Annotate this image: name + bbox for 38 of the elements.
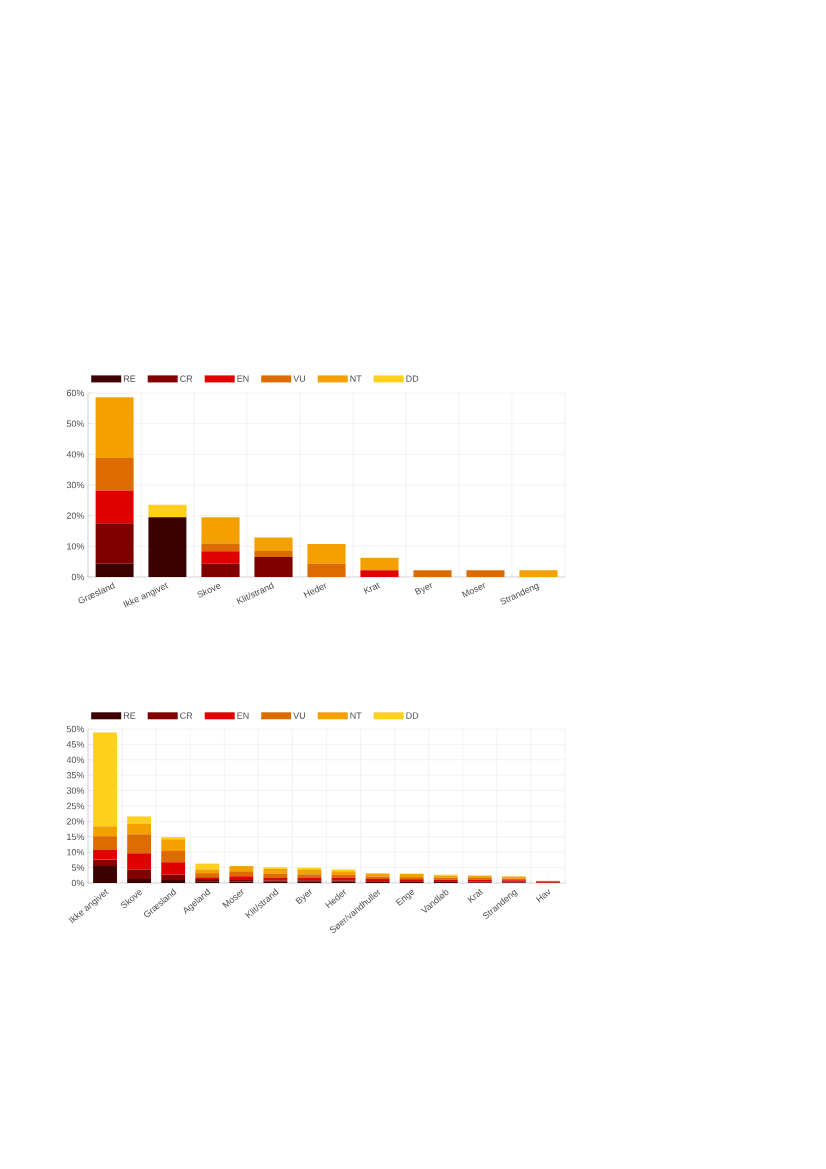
y-tick-label: 30% [66,787,85,794]
legend-label: DD [406,375,419,382]
x-tick-label: Moser [461,583,485,598]
y-tick-label: 50% [66,725,85,733]
y-tick-label: 15% [67,833,85,840]
y-tick-label: 0% [71,879,85,887]
x-tick-label: Byer [414,583,432,595]
legend-label: EN [237,375,249,382]
y-tick-label: 10% [67,849,85,856]
legend-label: VU [293,712,306,719]
legend-label: RE [123,712,136,719]
x-tick-label: Heder [303,583,327,598]
y-tick-label: 50% [66,420,85,427]
x-tick-label: Byer [295,889,312,905]
y-tick-label: 30% [66,481,85,489]
y-tick-label: 20% [66,512,85,519]
legend-label: RE [123,375,136,382]
x-tick-label: Krat [363,582,381,594]
legend-label: NT [350,712,362,719]
legend-label: NT [350,375,362,382]
y-tick-label: 60% [66,389,85,397]
y-tick-label: 0% [71,573,85,581]
legend-label: CR [180,375,193,382]
legend-label: VU [293,375,306,382]
y-tick-label: 35% [66,772,85,779]
y-tick-label: 45% [66,741,85,748]
legend-label: EN [237,712,249,719]
y-tick-label: 5% [71,864,85,871]
x-tick-label: Skove [197,584,221,598]
legend-label: DD [406,712,419,719]
y-tick-label: 40% [66,756,85,763]
y-tick-label: 40% [66,451,85,458]
y-tick-label: 10% [67,543,85,550]
y-tick-label: 20% [66,818,85,825]
legend-label: CR [180,712,193,719]
x-tick-label: Hav [535,889,551,903]
y-tick-label: 25% [66,802,85,810]
x-tick-label: Krat [467,888,484,903]
